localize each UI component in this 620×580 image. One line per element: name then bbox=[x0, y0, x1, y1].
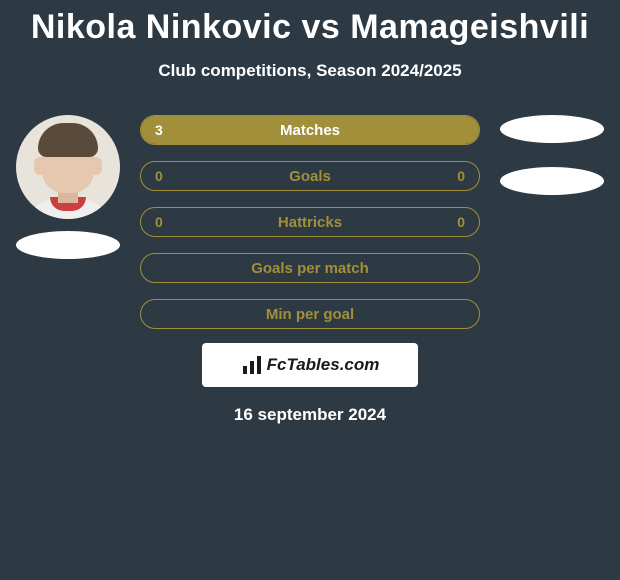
branding-text: FcTables.com bbox=[267, 355, 380, 375]
stat-bar: 00Hattricks bbox=[140, 207, 480, 237]
page-subtitle: Club competitions, Season 2024/2025 bbox=[0, 61, 620, 81]
stat-label: Goals per match bbox=[141, 254, 479, 282]
stat-bar: Min per goal bbox=[140, 299, 480, 329]
stat-bar: 00Goals bbox=[140, 161, 480, 191]
page-title: Nikola Ninkovic vs Mamageishvili bbox=[0, 0, 620, 47]
date-text: 16 september 2024 bbox=[0, 405, 620, 425]
stat-label: Hattricks bbox=[141, 208, 479, 236]
stat-bars: 3Matches 00Goals 00Hattricks Goals per matc… bbox=[128, 115, 492, 329]
stat-bar: Goals per match bbox=[140, 253, 480, 283]
stat-label: Goals bbox=[141, 162, 479, 190]
stat-label: Min per goal bbox=[141, 300, 479, 328]
player-right-side bbox=[492, 115, 612, 329]
player-left-avatar bbox=[16, 115, 120, 219]
player-right-name-oval-2 bbox=[500, 167, 604, 195]
player-right-name-oval-1 bbox=[500, 115, 604, 143]
player-left-side bbox=[8, 115, 128, 329]
stat-bar: 3Matches bbox=[140, 115, 480, 145]
branding-box: FcTables.com bbox=[202, 343, 418, 387]
fctables-icon bbox=[241, 356, 263, 374]
stat-label: Matches bbox=[141, 116, 479, 144]
player-left-name-oval bbox=[16, 231, 120, 259]
comparison-content: 3Matches 00Goals 00Hattricks Goals per matc… bbox=[0, 115, 620, 329]
